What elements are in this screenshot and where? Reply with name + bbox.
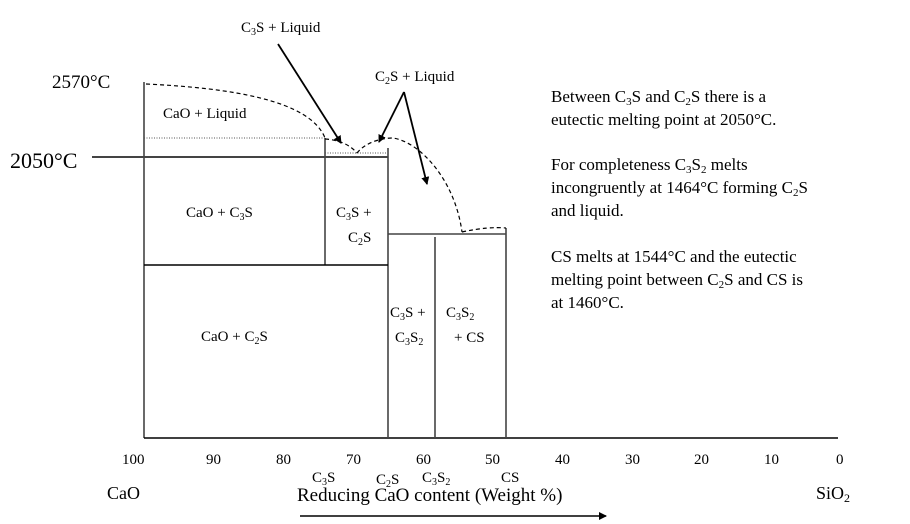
x-tick-70: 70 (346, 452, 361, 468)
callout-c2s-liquid: C2S + Liquid (375, 69, 455, 87)
x-tick-40: 40 (555, 452, 570, 468)
x-tick-10: 10 (764, 452, 779, 468)
liquidus-curves (145, 83, 507, 233)
note-c3s2-melting: For completeness C3S2 melts incongruentl… (551, 155, 808, 220)
x-axis-left-cao: CaO (107, 483, 140, 503)
region-c3s-c3s2-2: C3S2 (395, 330, 424, 348)
region-c3s2-cs-2: + CS (454, 330, 485, 346)
x-tick-0: 0 (836, 452, 844, 468)
region-cao-c2s: CaO + C2S (201, 329, 268, 347)
callout-arrows (277, 43, 430, 185)
phase-boundaries (92, 82, 838, 439)
compound-c3s2: C3S2 (422, 470, 451, 488)
region-cao-liquid: CaO + Liquid (163, 106, 247, 122)
x-tick-90: 90 (206, 452, 221, 468)
x-tick-30: 30 (625, 452, 640, 468)
x-tick-60: 60 (416, 452, 431, 468)
c3s-liquid-arrow (277, 43, 342, 144)
x-tick-80: 80 (276, 452, 291, 468)
temp-label-2570: 2570°C (52, 72, 111, 93)
temp-label-2050: 2050°C (10, 148, 78, 173)
note-c3s-c2s-eutectic: Between C3S and C2S there is a eutectic … (551, 87, 777, 129)
callout-c3s-liquid: C3S + Liquid (241, 20, 321, 38)
x-tick-100: 100 (122, 452, 145, 468)
x-tick-50: 50 (485, 452, 500, 468)
region-cao-c3s: CaO + C3S (186, 205, 253, 223)
c2s-liquid-arrow-left (378, 91, 405, 143)
compound-cs: CS (501, 470, 520, 486)
x-axis-title: Reducing CaO content (Weight %) (297, 485, 563, 506)
dotted-lines (144, 137, 388, 154)
compound-c2s: C2S (376, 472, 400, 490)
compound-c3s: C3S (312, 470, 336, 488)
x-axis-right-sio2: SiO2 (816, 483, 851, 505)
region-c3s-c2s-1: C3S + (336, 205, 372, 223)
region-c3s2-cs-1: C3S2 (446, 305, 475, 323)
c2s-liquid-arrow-right (403, 91, 430, 185)
region-c3s-c3s2-1: C3S + (390, 305, 426, 323)
note-cs-melting: CS melts at 1544°C and the eutectic melt… (551, 247, 803, 312)
x-tick-20: 20 (694, 452, 709, 468)
region-c3s-c2s-2: C2S (348, 230, 372, 248)
